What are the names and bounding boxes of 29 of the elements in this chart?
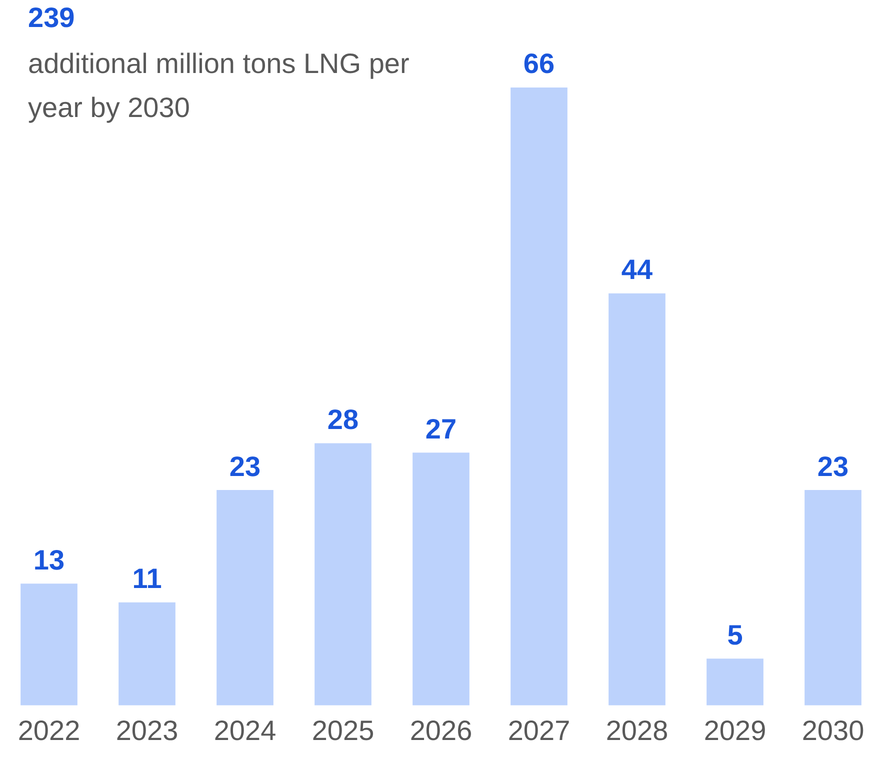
x-tick-label: 2030 bbox=[802, 714, 864, 746]
bar bbox=[412, 452, 470, 706]
bar bbox=[510, 87, 568, 706]
data-label: 11 bbox=[132, 563, 162, 594]
chart-subtitle: additional million tons LNG per year by 2030 bbox=[28, 47, 410, 125]
x-tick-label: 2026 bbox=[410, 714, 472, 746]
bar bbox=[20, 584, 78, 706]
data-label: 28 bbox=[327, 404, 359, 435]
data-label: 13 bbox=[33, 544, 65, 576]
data-label: 23 bbox=[229, 450, 261, 482]
chart-title: 239 bbox=[28, 2, 75, 34]
x-tick-label: 2029 bbox=[704, 714, 766, 746]
data-label: 23 bbox=[817, 450, 849, 482]
bar bbox=[706, 658, 764, 706]
data-label: 44 bbox=[621, 254, 653, 286]
bar bbox=[314, 443, 372, 706]
x-tick-label: 2023 bbox=[116, 714, 178, 746]
bar bbox=[216, 490, 274, 706]
x-tick-label: 2028 bbox=[606, 714, 668, 746]
bar bbox=[118, 602, 176, 706]
data-label: 5 bbox=[727, 619, 743, 650]
data-label: 66 bbox=[523, 48, 555, 80]
bar bbox=[608, 293, 666, 706]
x-tick-label: 2027 bbox=[508, 714, 570, 746]
bar bbox=[804, 490, 862, 706]
x-tick-label: 2022 bbox=[18, 714, 80, 746]
x-tick-label: 2025 bbox=[312, 714, 374, 746]
x-tick-label: 2024 bbox=[214, 714, 276, 746]
data-label: 27 bbox=[425, 413, 457, 444]
